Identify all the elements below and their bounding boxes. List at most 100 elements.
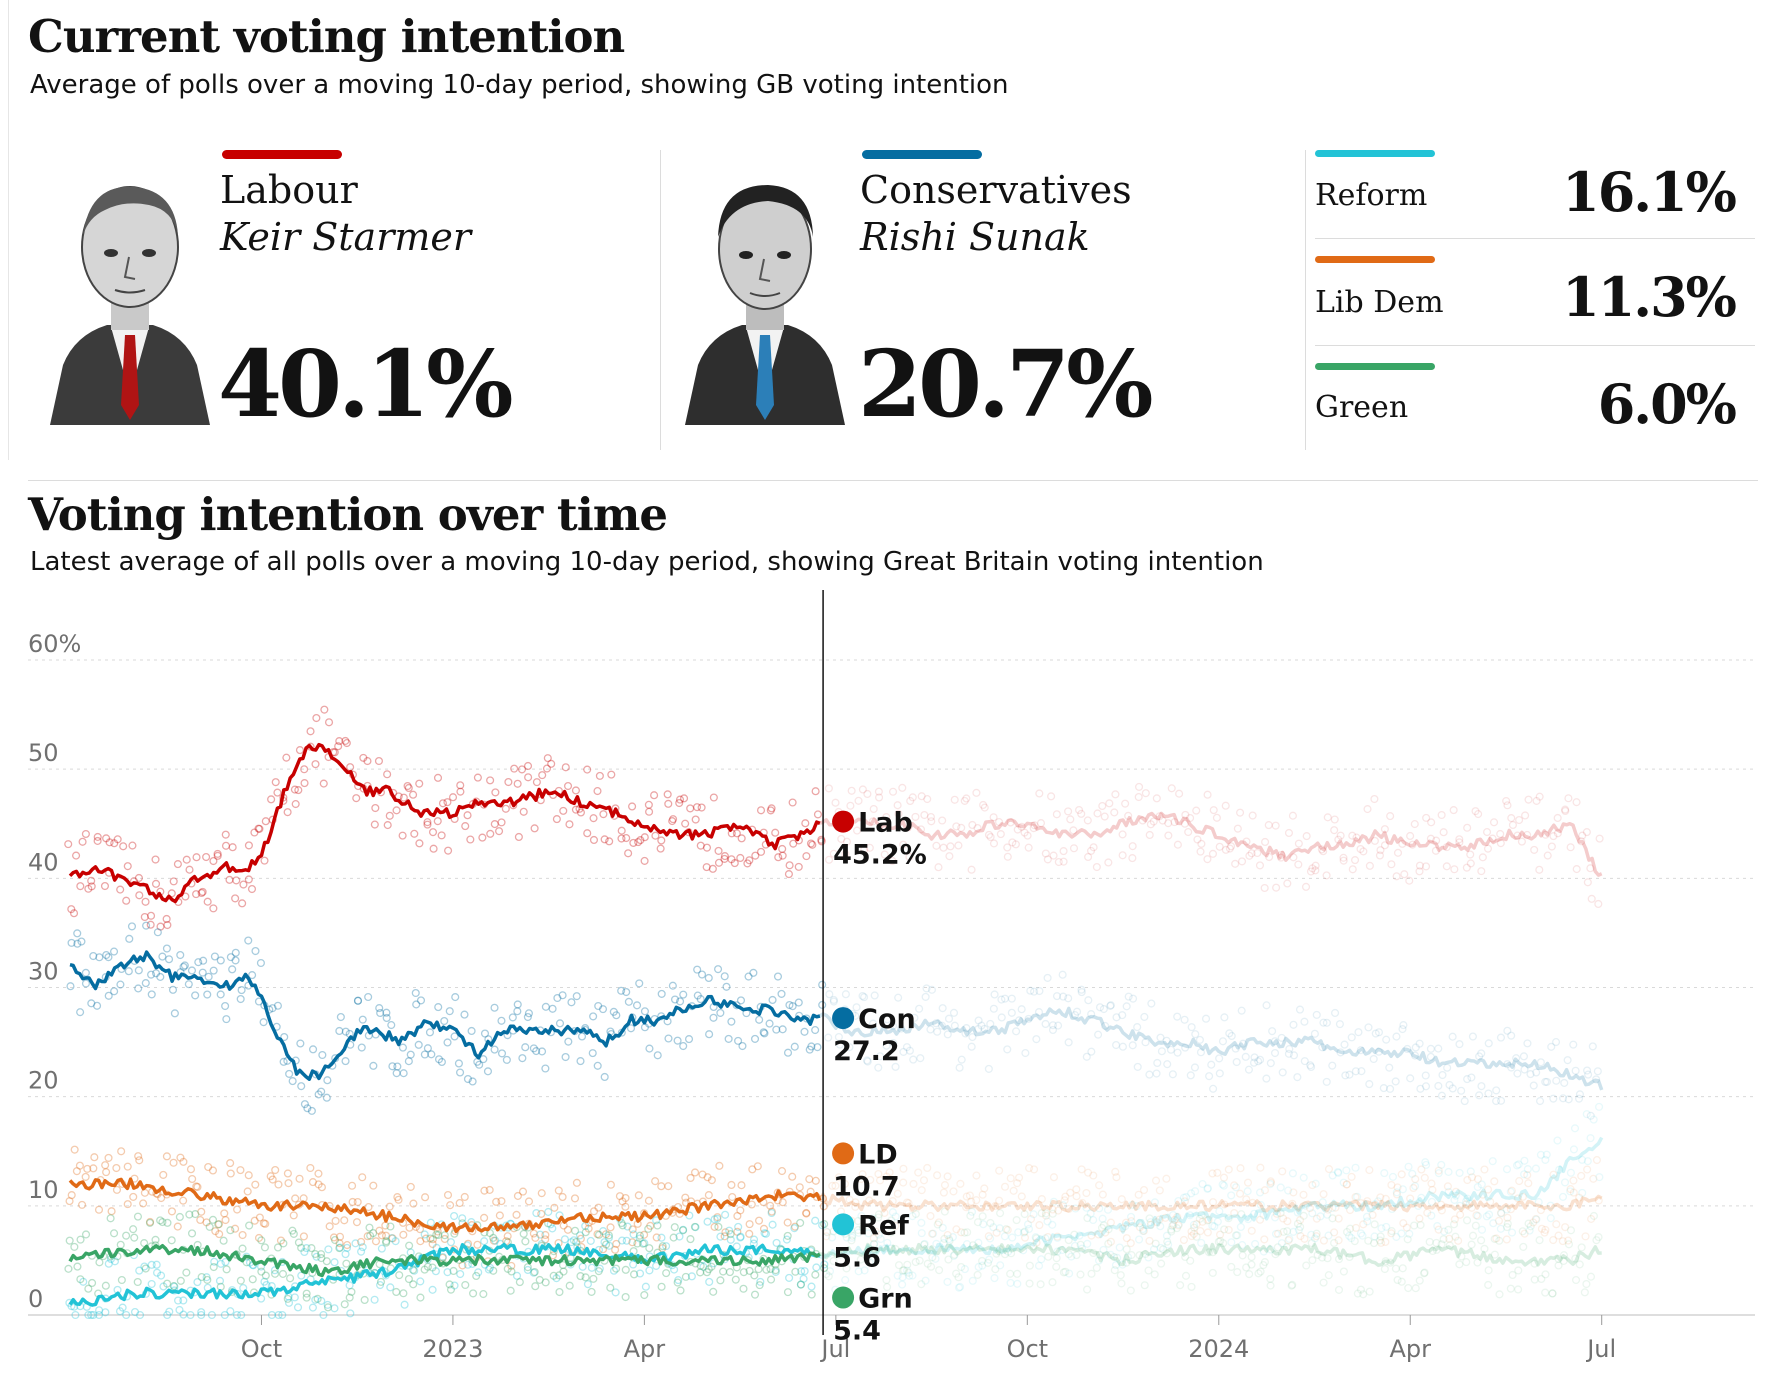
poll-dot-LD [1478, 1190, 1487, 1199]
poll-dot-Lab [679, 794, 689, 803]
poll-dot-Grn [750, 1271, 759, 1280]
poll-dot-Grn [1247, 1252, 1256, 1262]
poll-dot-Ref [1299, 1173, 1308, 1182]
poll-dot-Grn [1247, 1260, 1256, 1269]
poll-dot-Lab [1322, 871, 1331, 880]
poll-dot-Grn [1463, 1216, 1472, 1225]
poll-dot-Ref [342, 1243, 352, 1252]
poll-dot-Lab [1098, 801, 1107, 811]
poll-dot-Ref [1144, 1253, 1153, 1262]
poll-dot-Lab [495, 827, 504, 836]
poll-dot-Lab [415, 779, 424, 788]
poll-dot-Lab [1477, 867, 1486, 876]
poll-dot-Grn [1319, 1278, 1328, 1287]
poll-dot-LD [1192, 1219, 1201, 1229]
poll-dot-Con [783, 1048, 793, 1057]
poll-dot-Ref [974, 1262, 983, 1271]
poll-dot-Lab [1450, 865, 1459, 874]
poll-dot-Grn [1467, 1240, 1476, 1249]
poll-dot-Grn [1276, 1209, 1285, 1218]
poll-dot-Lab [1471, 807, 1480, 816]
poll-dot-Grn [1468, 1231, 1478, 1240]
poll-dot-Grn [1237, 1210, 1246, 1219]
poll-dot-Lab [957, 823, 966, 832]
poll-dot-Lab [745, 856, 754, 865]
poll-dot-Lab [135, 891, 144, 900]
poll-dot-Grn [1260, 1258, 1269, 1267]
poll-dot-Grn [966, 1211, 975, 1220]
poll-dot-Grn [1480, 1244, 1489, 1253]
poll-dot-Ref [147, 1260, 156, 1269]
poll-dot-Grn [65, 1236, 74, 1245]
poll-dot-Grn [858, 1223, 868, 1232]
poll-dot-Ref [1506, 1187, 1515, 1196]
poll-dot-Con [1496, 1096, 1506, 1105]
poll-dot-Grn [489, 1233, 498, 1242]
poll-dot-Grn [745, 1266, 754, 1275]
poll-dot-LD [220, 1209, 229, 1218]
poll-dot-Grn [1432, 1245, 1441, 1254]
poll-dot-Con [943, 1030, 952, 1039]
poll-dot-Con [513, 1007, 522, 1016]
poll-dot-Con [1215, 1054, 1224, 1063]
poll-dot-Ref [797, 1267, 806, 1276]
poll-dot-Lab [1380, 825, 1389, 834]
poll-dot-Con [1195, 1035, 1204, 1044]
poll-dot-Grn [1287, 1281, 1296, 1290]
poll-dot-Con [95, 953, 104, 962]
poll-dot-LD [123, 1200, 132, 1209]
poll-dot-Con [1196, 1048, 1206, 1057]
poll-dot-Con [490, 1045, 499, 1054]
poll-dot-Grn [151, 1241, 160, 1250]
poll-dot-Grn [317, 1250, 326, 1259]
poll-dot-Con [750, 1034, 760, 1043]
poll-dot-Lab [824, 855, 834, 864]
poll-dot-Ref [857, 1211, 866, 1221]
poll-dot-Ref [705, 1277, 714, 1286]
poll-dot-Lab [437, 831, 446, 840]
poll-dot-Ref [635, 1234, 644, 1243]
poll-dot-Grn [1064, 1250, 1073, 1259]
poll-dot-Con [1426, 1052, 1435, 1061]
poll-dot-Con [1101, 1021, 1110, 1030]
poll-dot-Ref [1485, 1210, 1494, 1219]
poll-dot-LD [541, 1230, 550, 1240]
poll-dot-LD [81, 1172, 90, 1181]
poll-dot-Con [1526, 1070, 1535, 1079]
poll-dot-Grn [360, 1295, 369, 1305]
poll-dot-LD [1015, 1173, 1024, 1182]
poll-dot-Lab [1158, 816, 1167, 825]
poll-dot-Ref [1277, 1239, 1286, 1248]
poll-dot-Ref [1334, 1168, 1343, 1177]
poll-dot-Lab [1496, 829, 1505, 839]
poll-dot-Lab [225, 875, 234, 884]
poll-dot-Lab [504, 777, 513, 787]
poll-dot-Lab [69, 909, 79, 918]
divider-libdem [1315, 345, 1755, 346]
poll-dot-LD [1566, 1185, 1575, 1194]
poll-dot-Ref [1422, 1160, 1431, 1169]
poll-dot-Grn [479, 1290, 488, 1299]
poll-dot-Ref [828, 1233, 837, 1242]
poll-dot-Grn [1214, 1237, 1223, 1246]
poll-dot-Ref [1013, 1279, 1022, 1288]
poll-dot-Lab [571, 786, 580, 795]
poll-dot-Lab [1196, 847, 1205, 856]
poll-dot-Ref [293, 1303, 303, 1312]
poll-dot-Ref [1546, 1214, 1555, 1223]
poll-dot-Con [950, 1021, 959, 1030]
poll-dot-Lab [530, 824, 539, 833]
poll-dot-Con [153, 928, 162, 937]
poll-dot-Lab [1515, 815, 1524, 825]
poll-dot-Grn [1548, 1289, 1557, 1298]
poll-dot-Ref [1004, 1247, 1013, 1256]
poll-dot-Ref [974, 1238, 983, 1247]
poll-dot-Grn [594, 1267, 603, 1276]
poll-dot-Lab [1549, 832, 1558, 841]
poll-dot-Grn [1416, 1220, 1425, 1230]
poll-dot-Grn [587, 1287, 596, 1296]
poll-dot-Con [558, 991, 567, 1000]
poll-dot-LD [537, 1209, 546, 1218]
poll-dot-Lab [1180, 819, 1189, 828]
